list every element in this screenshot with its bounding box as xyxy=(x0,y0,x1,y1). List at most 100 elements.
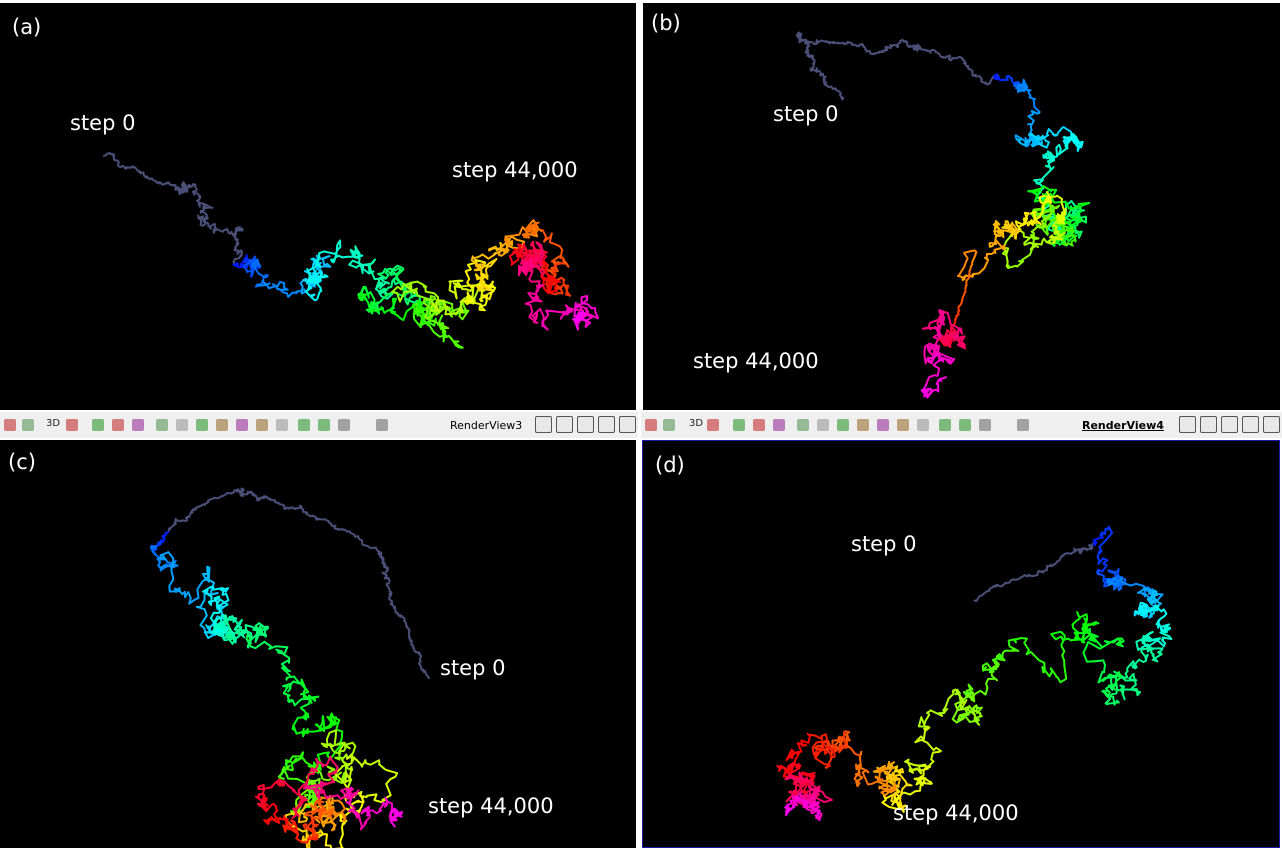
toolbar-icon[interactable] xyxy=(939,419,951,431)
toolbar-icon[interactable] xyxy=(645,419,657,431)
view-button[interactable] xyxy=(598,416,615,433)
view-button[interactable] xyxy=(1221,416,1238,433)
toolbar-icon[interactable] xyxy=(176,419,188,431)
trajectory-segment xyxy=(180,181,198,193)
toolbar-icon[interactable] xyxy=(338,419,350,431)
trajectory-segment xyxy=(291,712,333,738)
trajectory-segment xyxy=(370,268,409,315)
trajectory-segment xyxy=(239,487,250,497)
trajectory-segment xyxy=(865,47,889,56)
trajectory-segment xyxy=(357,292,397,314)
toolbar-icon[interactable] xyxy=(817,419,829,431)
trajectory-segment xyxy=(228,488,243,495)
trajectory-segment xyxy=(343,768,399,814)
toolbar-icon[interactable] xyxy=(112,419,124,431)
toolbar-icon[interactable] xyxy=(1017,419,1029,431)
trajectory-segment xyxy=(1014,211,1042,231)
trajectory-segment xyxy=(1005,215,1051,269)
view-button[interactable] xyxy=(619,416,636,433)
trajectory-segment xyxy=(841,40,868,52)
trajectory-segment xyxy=(284,751,322,775)
toolbar-icon[interactable] xyxy=(216,419,228,431)
toolbar-icon[interactable] xyxy=(196,419,208,431)
toolbar-icon[interactable] xyxy=(22,419,34,431)
toolbar-icon[interactable] xyxy=(298,419,310,431)
trajectory-segment xyxy=(1007,637,1068,684)
trajectory-segment xyxy=(975,74,1000,86)
view-button[interactable] xyxy=(535,416,552,433)
view-button[interactable] xyxy=(1263,416,1280,433)
trajectory-segment xyxy=(388,807,404,828)
toolbar-icon[interactable] xyxy=(256,419,268,431)
toolbar-icon[interactable] xyxy=(917,419,929,431)
trajectory-segment xyxy=(1062,132,1084,150)
toolbar-icon[interactable] xyxy=(773,419,785,431)
trajectory-segment xyxy=(320,729,357,771)
toolbar-icon[interactable] xyxy=(877,419,889,431)
trajectory-segment xyxy=(470,241,505,272)
toolbar-icon[interactable] xyxy=(4,419,16,431)
toolbar-icon[interactable] xyxy=(707,419,719,431)
trajectory-segment xyxy=(316,712,344,766)
trajectory-segment xyxy=(497,235,526,257)
render-view: (d) step 0 step 44,000 xyxy=(642,440,1280,848)
trajectory-segment xyxy=(192,189,214,214)
trajectory-segment xyxy=(263,806,289,825)
trajectory-segment xyxy=(197,209,213,230)
trajectory-segment xyxy=(1038,558,1061,574)
toolbar-icon[interactable] xyxy=(753,419,765,431)
trajectory-segment xyxy=(1146,589,1162,619)
toolbar-icon[interactable] xyxy=(318,419,330,431)
toolbar-icon[interactable] xyxy=(959,419,971,431)
trajectory-segment xyxy=(571,310,587,331)
toolbar-icon[interactable] xyxy=(897,419,909,431)
trajectory-segment xyxy=(1029,191,1053,222)
trajectory-segment xyxy=(884,42,900,52)
trajectory-segment xyxy=(448,279,486,305)
end-label: step 44,000 xyxy=(452,158,578,182)
toolbar-icon[interactable] xyxy=(132,419,144,431)
trajectory-segment xyxy=(1001,569,1041,588)
trajectory-segment xyxy=(154,540,162,549)
trajectory-segment xyxy=(246,490,261,502)
start-label: step 0 xyxy=(851,532,917,556)
trajectory-segment xyxy=(289,769,324,816)
render-view: (c) step 0 step 44,000 xyxy=(0,440,636,848)
toolbar-icon[interactable] xyxy=(376,419,388,431)
toolbar-icon[interactable] xyxy=(66,419,78,431)
trajectory-segment xyxy=(801,38,811,54)
toolbar-icon[interactable] xyxy=(857,419,869,431)
toolbar-icon[interactable] xyxy=(837,419,849,431)
trajectory-segment xyxy=(1059,547,1077,560)
trajectory-segment xyxy=(941,333,967,350)
button-3d[interactable]: 3D xyxy=(46,418,61,429)
view-button[interactable] xyxy=(556,416,573,433)
toolbar-icon[interactable] xyxy=(979,419,991,431)
toolbar-icon[interactable] xyxy=(236,419,248,431)
trajectory-segment xyxy=(920,376,947,399)
toolbar-icon[interactable] xyxy=(663,419,675,431)
panel-label: (d) xyxy=(655,453,685,477)
view-button[interactable] xyxy=(1179,416,1196,433)
toolbar-icon[interactable] xyxy=(92,419,104,431)
trajectory-segment xyxy=(282,819,318,844)
toolbar-icon[interactable] xyxy=(797,419,809,431)
view-button[interactable] xyxy=(1200,416,1217,433)
trajectory-segment xyxy=(803,800,823,821)
toolbar-icon[interactable] xyxy=(276,419,288,431)
toolbar-icon[interactable] xyxy=(156,419,168,431)
toolbar-icon[interactable] xyxy=(733,419,745,431)
trajectory-segment xyxy=(907,43,922,51)
view-button[interactable] xyxy=(1242,416,1259,433)
panel-label: (c) xyxy=(8,450,36,474)
trajectory-segment xyxy=(823,83,845,101)
trajectory-view xyxy=(776,525,1173,822)
trajectory-segment xyxy=(1016,78,1041,114)
view-button[interactable] xyxy=(577,416,594,433)
trajectory-segment xyxy=(964,267,972,290)
button-3d[interactable]: 3D xyxy=(689,418,704,429)
trajectory-segment xyxy=(956,249,978,277)
trajectory-segment xyxy=(406,627,421,654)
trajectory-segment xyxy=(368,258,392,300)
